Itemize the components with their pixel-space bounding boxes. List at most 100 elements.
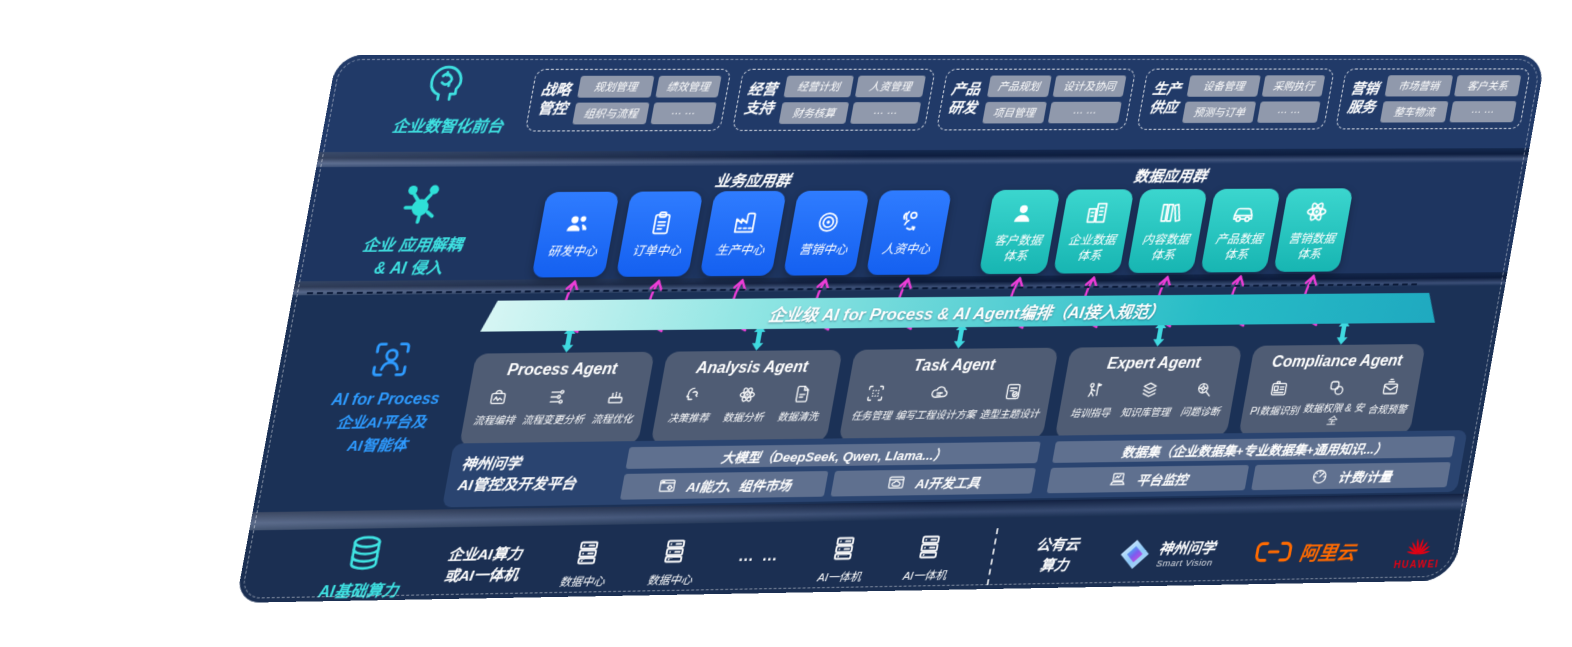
diagram-panel: 企业数智化前台 战略 管控 规划管理 绩效管理 组织与流程 … … 经营 支持 经营… <box>235 55 1546 603</box>
module-chip: 整车物流 <box>1380 101 1449 123</box>
agent-task: Task Agent 任务管理 编写工程设计方案 造型主题设计 <box>838 322 1059 442</box>
group-title: 生产 供应 <box>1147 80 1183 116</box>
module-chip: 人资管理 <box>855 75 926 98</box>
tile-order-center: 订单中心 <box>615 191 704 277</box>
people-icon <box>561 209 594 237</box>
agent-analysis: Analysis Agent 决策推荐 数据分析 数据清洗 <box>650 324 844 445</box>
exchange-arrow-icon <box>559 326 579 353</box>
module-chip: 设备管理 <box>1187 75 1262 97</box>
agent-capability: 问题诊断 <box>1179 379 1226 419</box>
module-chip: 产品规划 <box>986 75 1052 98</box>
decoupling-label: 企业 应用解耦 & AI 侵入 <box>361 237 464 278</box>
group-title: 战略 管控 <box>536 81 573 118</box>
agent-capability: 流程编排 <box>472 387 521 428</box>
ai-process-label: AI for Process 企业AI平台及 AI智能体 <box>330 390 442 455</box>
agent-capability: 流程变更分析 <box>521 386 590 428</box>
group-marketing: 营销 服务 市场营销 客户关系 整车物流 … … <box>1335 68 1531 130</box>
module-chip: 项目管理 <box>981 101 1047 124</box>
cell-billing-metering: 计费/计量 <box>1251 461 1451 490</box>
model-bar: 大模型（DeepSeek, Qwen, Llama...） <box>625 441 1041 469</box>
tile-customer-data: 客户数据体系 <box>978 189 1061 275</box>
shapes-link-icon <box>1326 378 1349 399</box>
agent-capability: 数据清洗 <box>776 384 824 425</box>
check-card-icon <box>1002 381 1026 402</box>
agent-capability: 造型主题设计 <box>978 381 1045 422</box>
model-group: 大模型（DeepSeek, Qwen, Llama...） AI能力、组件市场 … <box>620 441 1041 500</box>
platform-label: 神州问学 AI管控及开发平台 <box>456 455 578 495</box>
front-office-label: 企业数智化前台 <box>390 118 505 136</box>
dataset-bar: 数据集（企业数据集+专业数据集+通用知识...） <box>1052 435 1456 463</box>
module-chip: 绩效管理 <box>655 75 722 98</box>
server-icon <box>827 533 861 563</box>
ai-bus-bar-label: 企业级 AI for Process & AI Agent编排（AI接入规范） <box>767 302 1166 326</box>
agent-row: Process Agent 流程编排 流程变更分析 流程优化 Analysis … <box>459 319 1426 447</box>
car-icon <box>1228 198 1259 225</box>
grid-scan-icon <box>864 383 888 404</box>
cell-platform-monitor: 平台监控 <box>1046 464 1250 493</box>
person-signal-icon <box>895 208 927 236</box>
agent-capability: 决策推荐 <box>666 385 714 426</box>
factory-icon <box>729 208 761 236</box>
tile-rd-center: 研发中心 <box>531 191 620 278</box>
laptop-chart-icon <box>1107 469 1129 489</box>
server-icon <box>913 532 947 562</box>
diagnose-icon <box>1193 379 1216 400</box>
module-chip: 经营计划 <box>783 75 855 98</box>
module-chip: … … <box>650 102 717 125</box>
huawei-logo <box>1404 528 1437 557</box>
agent-capability: 数据权限 & 安全 <box>1300 377 1370 427</box>
gauge-icon <box>1309 466 1331 486</box>
ai-appliance-node: AI一体机 <box>902 532 955 584</box>
brain-head-icon <box>421 61 473 105</box>
tile-content-data: 内容数据体系 <box>1126 188 1208 273</box>
atom-icon <box>1301 198 1332 225</box>
dataset-group: 数据集（企业数据集+专业数据集+通用知识...） 平台监控 计费/计量 <box>1046 435 1456 493</box>
infra-label: AI基础算力 <box>292 531 434 602</box>
group-title: 经营 支持 <box>743 81 779 117</box>
module-chip: … … <box>1257 101 1321 123</box>
agent-capability: 知识库管理 <box>1119 380 1176 421</box>
molecule-icon <box>392 181 448 229</box>
data-tiles: 客户数据体系 企业数据体系 内容数据体系 产品数据体系 营销数据体系 <box>978 188 1354 275</box>
tile-marketing-center: 营销中心 <box>782 190 870 276</box>
flow-nodes-icon <box>545 386 569 407</box>
module-chip: 设计及协同 <box>1052 75 1127 97</box>
group-supply: 生产 供应 设备管理 采购执行 预测与订单 … … <box>1136 68 1335 130</box>
cell-ai-marketplace: AI能力、组件市场 <box>620 470 829 500</box>
agent-capability: 培训指导 <box>1069 380 1116 421</box>
window-gear-icon <box>656 476 679 496</box>
agent-compliance: Compliance Agent PI数据识别 数据权限 & 安全 合规预警 <box>1238 319 1426 437</box>
box-wave-icon <box>486 387 511 408</box>
module-chip: 客户关系 <box>1453 75 1522 97</box>
books-icon <box>1155 199 1186 226</box>
agent-capability: PI数据识别 <box>1249 378 1305 418</box>
module-chip: 规划管理 <box>577 75 655 98</box>
vertical-divider <box>986 528 999 586</box>
atom-icon <box>735 384 759 405</box>
agent-process: Process Agent 流程编排 流程变更分析 流程优化 <box>459 326 655 447</box>
vendor-huawei: HUAWEI <box>1393 528 1446 571</box>
machine-icon <box>604 386 628 407</box>
tile-enterprise-data: 企业数据体系 <box>1053 189 1135 273</box>
ai-appliance-node: AI一体机 <box>816 533 869 585</box>
group-title: 营销 服务 <box>1346 80 1381 116</box>
trainer-icon <box>1083 380 1107 401</box>
database-icon <box>341 532 391 575</box>
clipboard-icon <box>646 209 678 237</box>
group-title: 产品 研发 <box>946 81 982 117</box>
group-product: 产品 研发 产品规划 设计及协同 项目管理 … … <box>935 68 1137 131</box>
mail-alert-icon <box>1380 377 1403 398</box>
server-icon <box>658 536 693 566</box>
module-chip: 市场营销 <box>1384 75 1453 97</box>
ellipsis-label: … … <box>736 547 782 566</box>
building-icon <box>1081 199 1112 226</box>
data-group-header: 数据应用群 <box>1132 168 1209 186</box>
window-cloud-icon <box>885 472 908 492</box>
agent-expert: Expert Agent 培训指导 知识库管理 问题诊断 <box>1054 320 1243 439</box>
head-chat-icon <box>680 385 704 406</box>
agent-capability: 合规预警 <box>1366 377 1412 417</box>
public-cloud-label: 公有云 算力 <box>1034 536 1081 575</box>
business-group-header: 业务应用群 <box>713 173 792 191</box>
business-tiles: 研发中心 订单中心 生产中心 营销中心 人资中心 <box>531 190 953 278</box>
